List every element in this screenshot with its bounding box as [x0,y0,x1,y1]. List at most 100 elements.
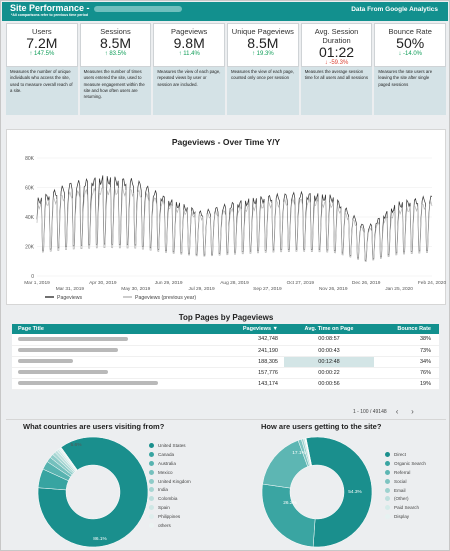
kpi-change: ↓ -14.0% [398,51,423,57]
col-bounce-rate[interactable]: Bounce Rate [374,324,439,334]
legend-dot [385,487,390,493]
x-tick-label: May 30, 2019 [121,286,150,292]
kpi-descriptions: Measures the number of unique individual… [6,67,447,115]
kpi-label: Unique Pageviews [231,27,294,36]
legend-item[interactable]: United States [149,441,191,450]
slice-label: 5.6% [71,442,83,448]
pageviews-cell: 342,748 [197,334,284,346]
kpi-pageviews: Pageviews 9.8M ↑ 11.4% [153,23,226,67]
page-title-cell [12,356,197,368]
kpi-avg-session-duration: Avg. Session Duration 01:22 ↓ -59.3% [300,23,373,67]
bounce-cell: 38% [374,334,439,346]
kpi-change: ↑ 11.4% [178,51,200,57]
pageviews-cell: 143,174 [197,378,284,390]
legend-item[interactable]: Email [385,486,426,495]
redacted-page-title [18,359,73,364]
legend-label: Pageviews [57,295,82,301]
legend-item[interactable]: Australia [149,459,191,468]
pageviews-cell: 241,190 [197,345,284,357]
legend-item[interactable]: India [149,485,191,494]
kpi-value: 9.8M [173,35,205,51]
y-tick-label: 80K [25,156,35,162]
kpi-label: Users [32,27,52,36]
legend-item[interactable]: (Other) [385,494,426,503]
legend-dot [385,478,390,484]
legend-label: (Other) [394,496,409,502]
legend-label: Colombia [158,496,178,502]
kpi-label: Avg. Session Duration [314,27,359,45]
table-row[interactable]: 188,305 00:12:48 34% [12,356,439,368]
kpi-users: Users 7.2M ↑ 147.5% [6,23,78,67]
kpi-unique-pageviews: Unique Pageviews 8.5M ↑ 19.3% [227,23,299,67]
section-divider [6,419,446,420]
legend-label: Paid Search [394,505,420,511]
legend-dot [149,478,154,484]
legend-item[interactable]: Display [385,512,426,521]
redacted-page-title [18,348,118,353]
legend-item[interactable]: others [149,521,191,530]
legend-dot [149,442,154,448]
legend-item[interactable]: Direct [385,450,426,459]
donut-slice[interactable] [305,437,312,466]
y-tick-label: 20K [25,245,35,251]
table-title: Top Pages by Pageviews [178,313,274,322]
legend-item[interactable]: Organic Search [385,459,426,468]
legend-item[interactable]: Spain [149,503,191,512]
legend-label: United Kingdom [158,478,191,484]
bounce-cell: 76% [374,367,439,379]
x-tick-label: Feb 24, 2020 [418,280,447,286]
table-row[interactable]: 342,748 00:08:57 38% [12,334,439,346]
legend-item[interactable]: Philippines [149,512,191,521]
kpi-value: 8.5M [247,35,279,51]
data-source-label: Data From Google Analytics [351,6,438,13]
col-pageviews[interactable]: Pageviews ▼ [197,324,284,334]
col-page-title[interactable]: Page Title [12,324,197,334]
legend-item[interactable]: Mexico [149,468,191,477]
table-row[interactable]: 241,190 00:00:43 73% [12,345,439,357]
avg-time-cell: 00:12:48 [284,356,374,368]
kpi-change: ↑ 19.3% [252,51,274,57]
legend-label: Mexico [158,469,173,475]
bounce-cell: 34% [374,356,439,368]
table-row[interactable]: 143,174 00:00:56 19% [12,378,439,390]
table-row[interactable]: 157,776 00:00:22 76% [12,367,439,379]
donut-slice[interactable] [305,436,373,548]
legend-item[interactable]: Social [385,477,426,486]
kpi-bounce-rate: Bounce Rate 50% ↓ -14.0% [374,23,447,67]
legend-label: Canada [158,451,175,457]
channels-donut[interactable]: 54.3% 26.2% 17.1% [257,432,377,551]
donut-slice[interactable] [261,483,316,548]
col-avg-time[interactable]: Avg. Time on Page [284,324,374,334]
legend-item[interactable]: United Kingdom [149,477,191,486]
kpi-value: 50% [396,35,425,51]
legend-label: Philippines [158,514,181,520]
donut-slice[interactable] [59,446,78,471]
page-title: Site Performance - [10,3,182,13]
x-tick-label: Mar 1, 2019 [24,280,50,286]
x-tick-label: Jul 29, 2019 [189,286,215,292]
countries-donut[interactable]: 86.1% 5.6% [33,432,153,551]
redacted-page-title [18,370,108,375]
next-page-icon[interactable]: › [411,407,414,416]
legend-label: India [158,487,168,493]
pageviews-cell: 157,776 [197,367,284,379]
kpi-description: Measures the rate users are leaving the … [374,67,447,115]
legend-item[interactable]: Paid Search [385,503,426,512]
pageviews-line-chart[interactable]: Pageviews - Over Time Y/Y 80K 60K 40K 20K 0 M… [6,129,446,305]
kpi-description: Measures the number of times users enter… [79,67,152,115]
redacted-page-title [18,336,128,341]
prev-page-icon[interactable]: ‹ [395,407,399,416]
legend-item[interactable]: Referral [385,468,426,477]
legend-dot [149,514,154,520]
legend-item[interactable]: Canada [149,450,191,459]
legend-label: Direct [394,451,406,457]
slice-label: 17.1% [292,450,306,456]
bounce-cell: 73% [374,345,439,357]
legend-item[interactable]: Colombia [149,494,191,503]
legend-label: Display [394,514,410,520]
table-header-row: Page Title Pageviews ▼ Avg. Time on Page… [12,324,439,334]
donut-slice[interactable] [37,436,149,548]
kpi-description: Measures the number of unique individual… [6,67,78,115]
